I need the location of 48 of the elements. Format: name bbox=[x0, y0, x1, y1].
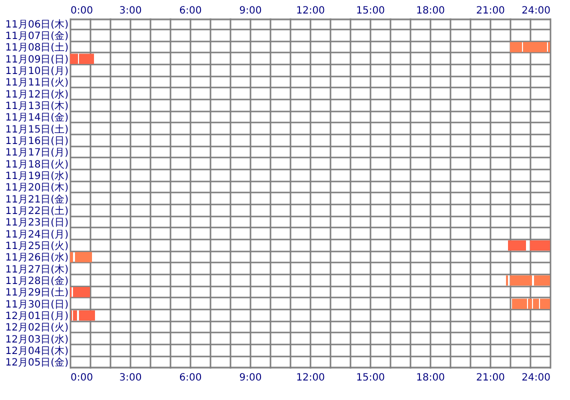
y-tick-label: 11月29日(土) bbox=[5, 286, 69, 299]
x2-tick-label: 21:00 bbox=[476, 372, 505, 384]
y-tick-label: 11月19日(水) bbox=[5, 170, 69, 182]
x-tick-label: 15:00 bbox=[356, 6, 385, 16]
y-tick-label: 11月09日(日) bbox=[5, 54, 69, 66]
y-tick-label: 12月01日(月) bbox=[5, 311, 69, 322]
y-tick-label: 11月11日(火) bbox=[5, 76, 69, 89]
y-tick-label: 11月12日(水) bbox=[5, 88, 69, 100]
x-tick-label: 6:00 bbox=[179, 6, 202, 16]
y-tick-label: 11月24日(月) bbox=[5, 229, 69, 240]
y-tick-label: 12月05日(金) bbox=[5, 356, 69, 369]
x2-tick-label: 15:00 bbox=[356, 372, 385, 384]
x2-tick-label: 24:00 bbox=[522, 372, 550, 384]
y-tick-label: 11月14日(金) bbox=[5, 112, 69, 124]
x-tick-label: 18:00 bbox=[416, 6, 445, 16]
y-tick-label: 11月16日(日) bbox=[5, 136, 69, 147]
x2-tick-label: 12:00 bbox=[296, 372, 325, 384]
x-tick-label: 12:00 bbox=[296, 6, 325, 16]
y-tick-label: 12月04日(木) bbox=[5, 345, 69, 357]
y-tick-label: 11月10日(月) bbox=[5, 66, 69, 77]
x-tick-label: 0:00 bbox=[70, 6, 93, 16]
y-tick-label: 11月07日(金) bbox=[5, 30, 69, 42]
x2-tick-label: 3:00 bbox=[119, 372, 142, 384]
y-tick-label: 11月26日(水) bbox=[5, 252, 69, 264]
y-tick-label: 12月03日(水) bbox=[5, 333, 69, 346]
x2-tick-label: 0:00 bbox=[70, 372, 93, 384]
x2-tick-label: 18:00 bbox=[416, 372, 445, 384]
y-tick-label: 11月30日(日) bbox=[5, 299, 69, 310]
x2-tick-label: 6:00 bbox=[179, 372, 202, 384]
y-tick-label: 11月20日(木) bbox=[5, 182, 69, 194]
x-tick-label: 9:00 bbox=[239, 6, 262, 16]
x-tick-label: 3:00 bbox=[119, 6, 142, 16]
y-tick-label: 11月17日(月) bbox=[5, 148, 69, 159]
y-tick-label: 11月18日(火) bbox=[5, 158, 69, 170]
y-tick-label: 11月06日(木) bbox=[5, 18, 69, 30]
y-tick-label: 11月08日(土) bbox=[5, 42, 69, 54]
y-tick-label: 11月23日(日) bbox=[5, 218, 69, 229]
y-tick-label: 11月13日(木) bbox=[5, 100, 69, 112]
x-tick-label: 24:00 bbox=[522, 6, 550, 16]
y-tick-label: 11月22日(土) bbox=[5, 205, 69, 217]
y-tick-label: 11月15日(土) bbox=[5, 123, 69, 136]
x-tick-label: 21:00 bbox=[476, 6, 505, 16]
y-tick-label: 11月25日(火) bbox=[5, 240, 69, 252]
y-tick-label: 11月28日(金) bbox=[5, 275, 69, 287]
y-tick-label: 12月02日(火) bbox=[5, 322, 69, 334]
y-tick-label: 11月21日(金) bbox=[5, 193, 69, 206]
y-tick-label: 11月27日(木) bbox=[5, 263, 69, 276]
x2-tick-label: 9:00 bbox=[239, 372, 262, 384]
